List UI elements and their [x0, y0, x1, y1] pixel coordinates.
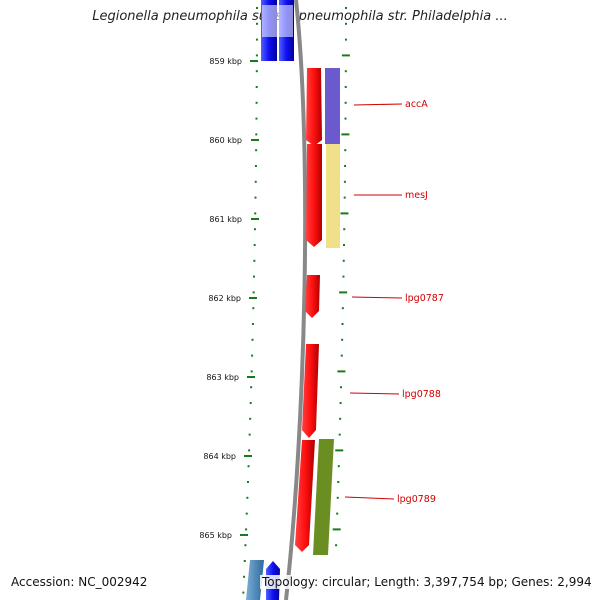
tick-862: 862 kbp — [208, 294, 257, 303]
tick-859: 859 kbp — [209, 57, 258, 66]
tick-864: 864 kbp — [203, 452, 252, 461]
gene-labels: accA mesJ lpg0787 lpg0788 lpg0789 — [344, 99, 444, 505]
cog-block-accA — [325, 68, 340, 144]
gene-arrow-lpg0789 — [295, 440, 315, 552]
tick-label-864: 864 kbp — [203, 452, 236, 461]
gene-label-mesJ: mesJ — [405, 190, 428, 201]
tick-label-860: 860 kbp — [209, 136, 242, 145]
gene-label-lpg0789: lpg0789 — [397, 494, 436, 505]
gene-arrow-mesJ — [306, 144, 322, 247]
accession-label: Accession: NC_002942 — [9, 575, 150, 589]
cog-block-lpg0789 — [313, 439, 334, 555]
tick-865: 865 kbp — [199, 531, 248, 540]
major-ticks: 859 kbp 860 kbp 861 kbp 862 kbp 863 kbp … — [199, 57, 259, 540]
tick-860: 860 kbp — [209, 136, 259, 145]
tick-863: 863 kbp — [206, 373, 255, 382]
genome-backbone — [284, 0, 308, 600]
tick-label-863: 863 kbp — [206, 373, 239, 382]
gene-arrow-lpg0788 — [302, 344, 319, 438]
gene-block-bottom-1 — [246, 560, 264, 600]
topology-label: Topology: circular; Length: 3,397,754 bp… — [260, 575, 594, 589]
tick-label-865: 865 kbp — [199, 531, 232, 540]
gene-label-accA: accA — [405, 99, 428, 110]
inner-tick-ring — [242, 7, 258, 594]
gene-arrow-accA — [306, 68, 322, 146]
cog-blocks — [313, 68, 340, 555]
gene-arrows — [295, 68, 322, 552]
tick-861: 861 kbp — [209, 215, 259, 224]
gene-label-lpg0788: lpg0788 — [402, 389, 441, 400]
outer-tick-ring — [332, 7, 350, 547]
gene-label-lpg0787: lpg0787 — [405, 293, 444, 304]
tick-label-861: 861 kbp — [209, 215, 242, 224]
gene-arrow-lpg0787 — [305, 275, 320, 318]
tick-label-859: 859 kbp — [209, 57, 242, 66]
tick-label-862: 862 kbp — [208, 294, 241, 303]
map-title: Legionella pneumophila subsp. pneumophil… — [92, 9, 508, 24]
top-genes — [261, 0, 294, 61]
cog-block-mesJ — [326, 144, 340, 248]
